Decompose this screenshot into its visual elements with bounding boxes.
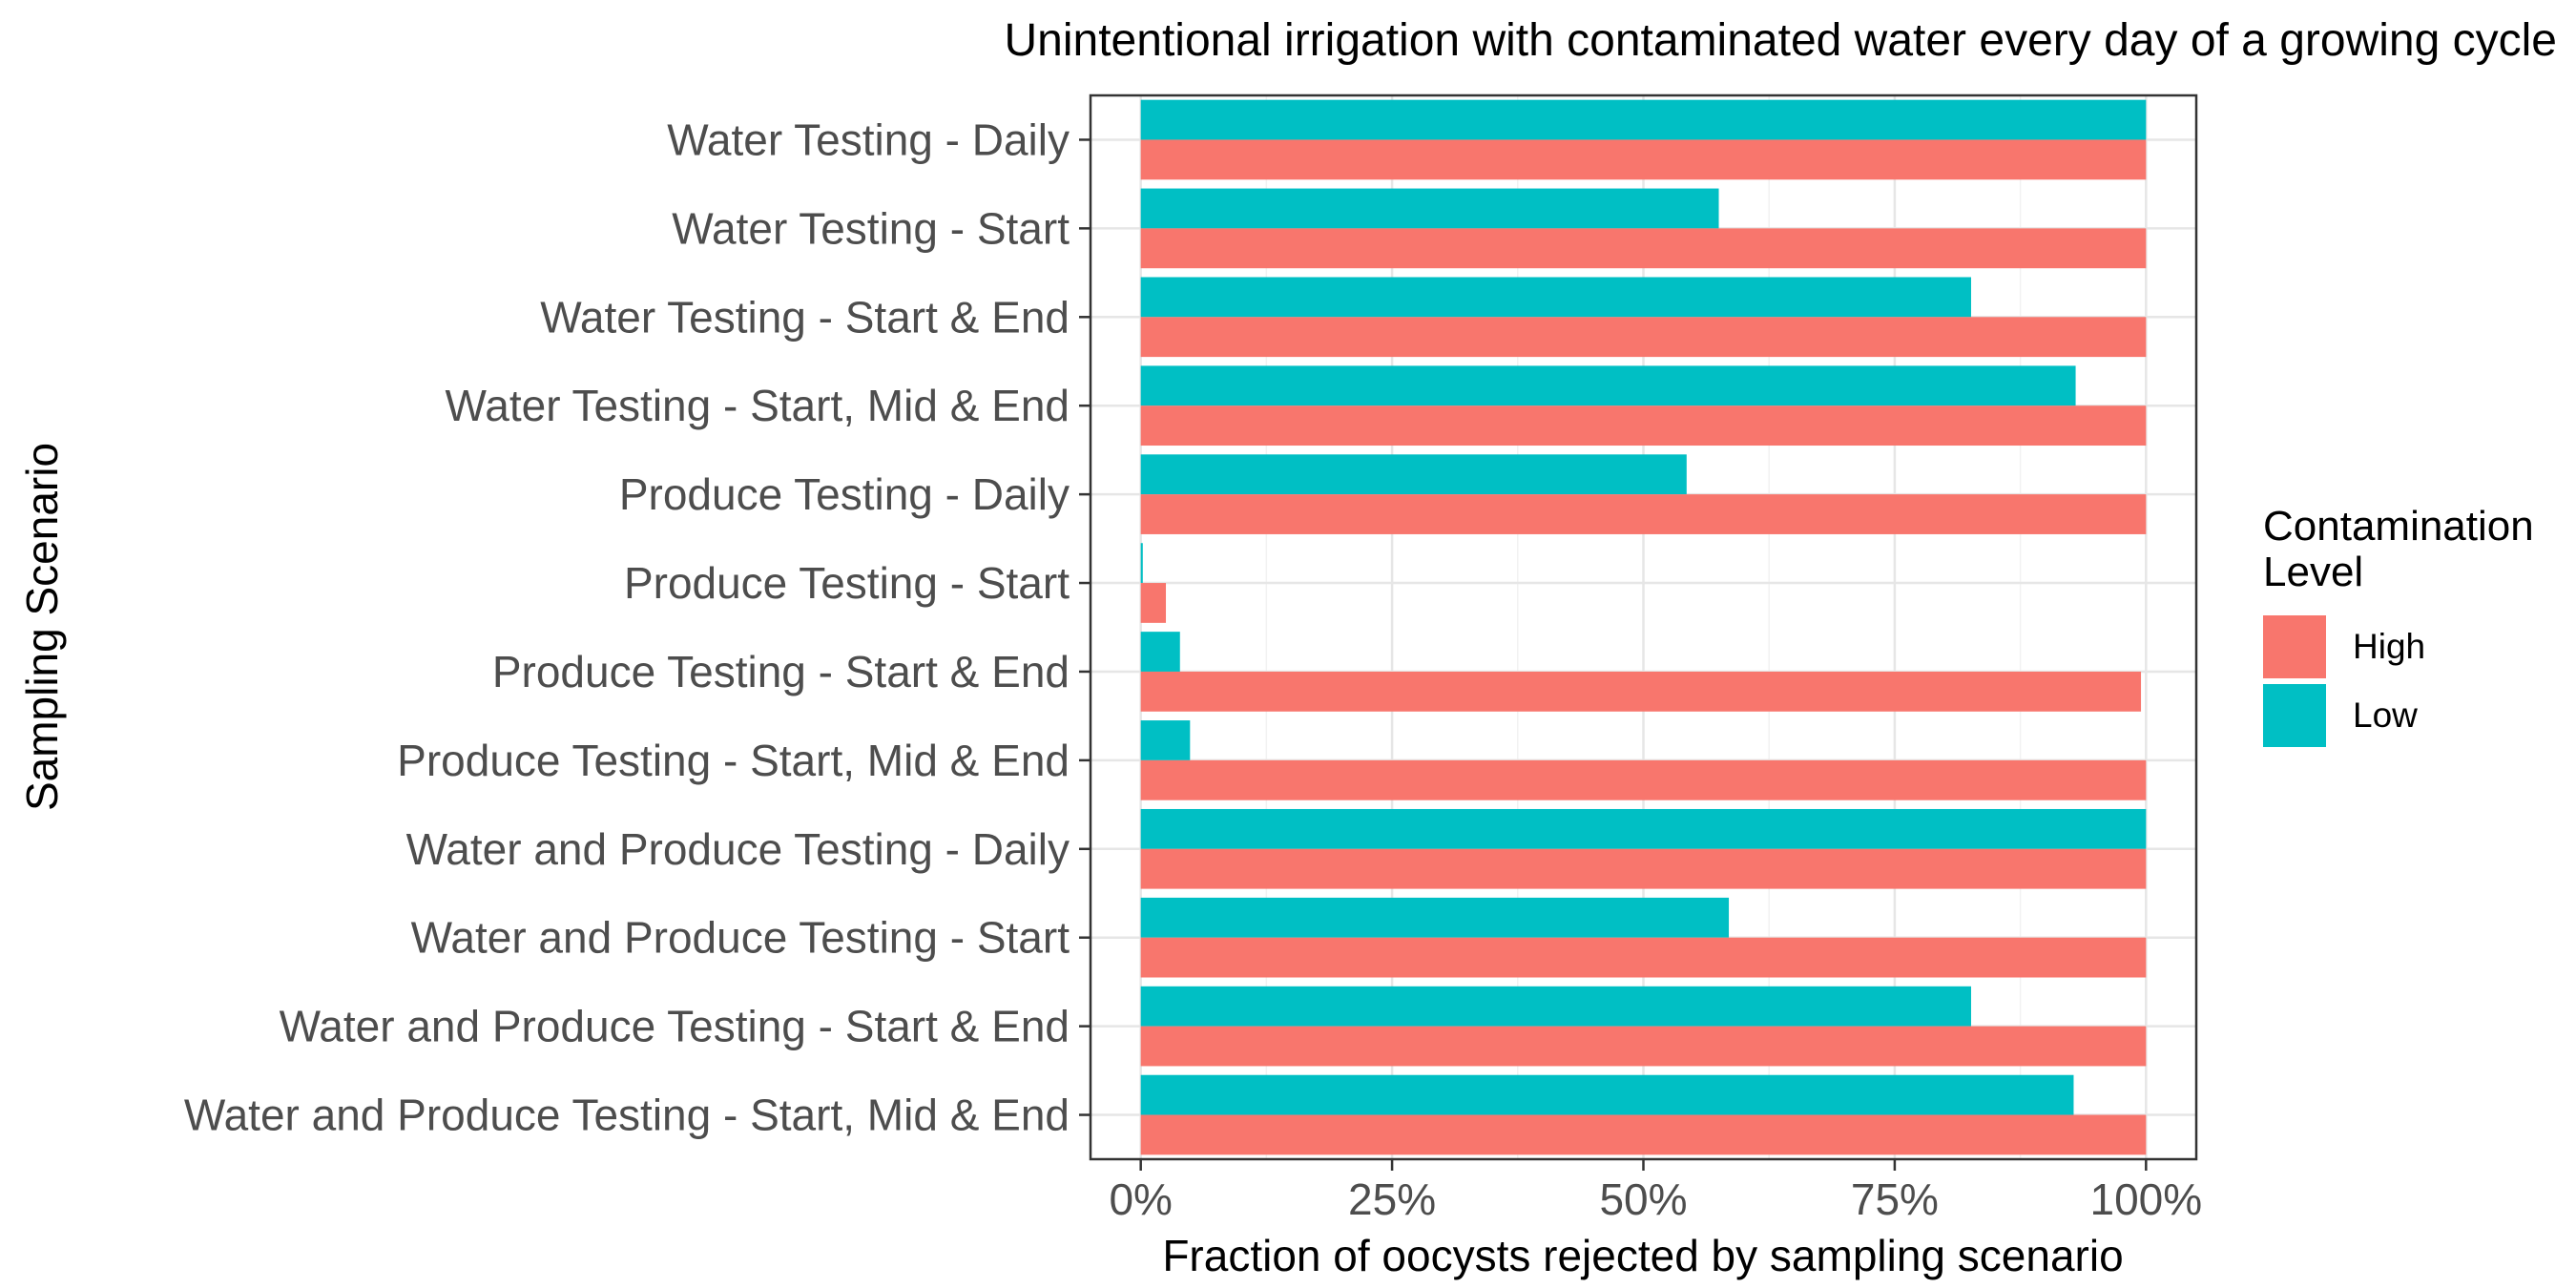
y-tick-label: Water and Produce Testing - Start & End	[280, 1002, 1070, 1051]
bar-high	[1140, 848, 2147, 889]
x-tick-label: 75%	[1851, 1174, 1939, 1224]
bar-low	[1140, 543, 1143, 584]
y-tick-label: Water Testing - Start, Mid & End	[446, 381, 1070, 430]
bar-low	[1140, 808, 2147, 849]
y-tick-label: Produce Testing - Start	[624, 558, 1070, 608]
legend-key-low	[2263, 684, 2326, 747]
y-axis-title: Sampling Scenario	[17, 443, 67, 811]
bar-low	[1140, 1074, 2074, 1115]
x-axis-title: Fraction of oocysts rejected by sampling…	[1162, 1231, 2123, 1280]
bar-high	[1140, 671, 2142, 712]
bar-high	[1140, 494, 2147, 534]
bar-low	[1140, 986, 1971, 1027]
bar-low	[1140, 720, 1191, 760]
bar-low	[1140, 897, 1730, 938]
bar-low	[1140, 365, 2076, 406]
bar-low	[1140, 277, 1971, 318]
x-tick-label: 50%	[1599, 1174, 1687, 1224]
chart-title: Unintentional irrigation with contaminat…	[1005, 15, 2558, 66]
bar-high	[1140, 228, 2147, 269]
bar-high	[1140, 317, 2147, 358]
x-axis: 0% 25% 50% 75% 100%	[1109, 1159, 2202, 1224]
bar-low	[1140, 99, 2147, 140]
bar-low	[1140, 188, 1719, 229]
y-tick-label: Water Testing - Daily	[667, 114, 1070, 164]
y-tick-label: Water and Produce Testing - Start	[411, 913, 1070, 963]
y-tick-label: Produce Testing - Start, Mid & End	[397, 736, 1070, 785]
bar-high	[1140, 759, 2147, 800]
bar-high	[1140, 139, 2147, 180]
bar-high	[1140, 583, 1167, 623]
y-axis: Water Testing - Daily Water Testing - Sta…	[184, 114, 1091, 1140]
legend-key-high	[2263, 615, 2326, 678]
y-tick-label: Produce Testing - Start & End	[492, 647, 1070, 696]
bar-high	[1140, 1114, 2147, 1155]
bar-high	[1140, 1026, 2147, 1067]
x-tick-label: 0%	[1109, 1174, 1172, 1224]
x-tick-label: 25%	[1348, 1174, 1436, 1224]
legend-label-high: High	[2353, 627, 2425, 666]
legend-title: Level	[2263, 549, 2363, 595]
bar-low	[1140, 632, 1180, 672]
x-tick-label: 100%	[2089, 1174, 2202, 1224]
legend-label-low: Low	[2353, 696, 2418, 735]
y-tick-label: Water and Produce Testing - Start, Mid &…	[184, 1091, 1070, 1140]
y-tick-label: Water Testing - Start & End	[540, 292, 1070, 342]
bar-low	[1140, 454, 1687, 495]
legend-title: Contamination	[2263, 503, 2534, 550]
bars	[1140, 99, 2147, 1155]
bar-high	[1140, 405, 2147, 447]
y-tick-label: Water and Produce Testing - Daily	[406, 824, 1070, 874]
y-tick-label: Water Testing - Start	[672, 203, 1070, 253]
y-tick-label: Produce Testing - Daily	[619, 469, 1070, 519]
bar-high	[1140, 937, 2147, 978]
